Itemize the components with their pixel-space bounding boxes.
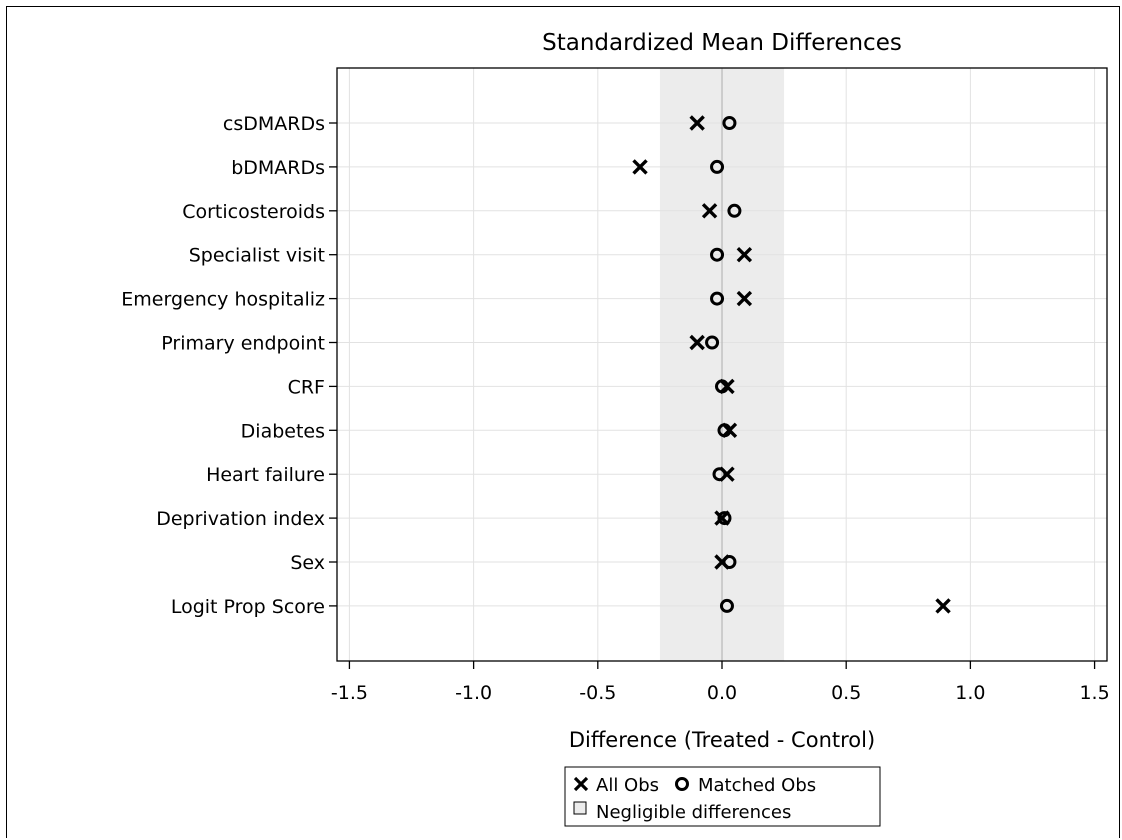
y-tick-label: csDMARDs — [223, 113, 325, 135]
legend-all-obs-label: All Obs — [596, 775, 659, 796]
chart-title: Standardized Mean Differences — [542, 30, 902, 56]
matched-obs-marker — [719, 598, 734, 613]
matched-obs-marker — [722, 555, 737, 569]
x-tick-label: -0.5 — [579, 682, 616, 704]
chart-frame — [6, 6, 1120, 838]
all-obs-marker — [701, 203, 718, 219]
legend: All Obs Matched Obs Negligible differenc… — [564, 766, 881, 827]
all-obs-marker — [736, 246, 753, 263]
x-tick-label: -1.0 — [455, 682, 492, 704]
y-tick-label: CRF — [288, 376, 325, 398]
matched-obs-marker — [727, 203, 742, 218]
legend-box — [564, 766, 881, 827]
y-tick-label: Specialist visit — [189, 245, 325, 267]
y-tick-label: bDMARDs — [231, 157, 325, 179]
y-tick-label: Primary endpoint — [161, 333, 325, 355]
plot-area: -1.5 -1.0 -0.5 0.0 0.5 1.0 1.5 csDMARDs bDMARDs C… — [121, 67, 1110, 704]
all-obs-marker — [632, 159, 648, 175]
legend-matched-obs-marker — [675, 777, 689, 791]
matched-obs-marker — [705, 335, 720, 350]
x-tick-label: -1.5 — [331, 682, 368, 704]
x-tick-label: 1.5 — [1079, 682, 1109, 704]
legend-matched-obs-label: Matched Obs — [698, 775, 816, 796]
y-tick-label: Emergency hospitaliz — [121, 289, 325, 311]
matched-obs-marker — [712, 467, 727, 482]
x-tick-label: 1.0 — [955, 682, 985, 704]
y-tick-label: Diabetes — [241, 420, 325, 442]
matched-obs-marker — [722, 116, 737, 130]
y-tick-label: Logit Prop Score — [171, 596, 325, 618]
matched-obs-marker — [710, 291, 725, 306]
matched-obs-marker — [710, 159, 725, 174]
x-tick-label: 0.5 — [831, 682, 861, 704]
matched-obs-marker — [717, 511, 732, 526]
all-obs-marker — [689, 334, 705, 351]
y-tick-label: Deprivation index — [156, 508, 325, 530]
legend-negligible-label: Negligible differences — [596, 802, 791, 823]
all-obs-marker — [689, 115, 705, 131]
all-obs-marker — [935, 598, 951, 614]
x-tick-label: 0.0 — [707, 682, 737, 704]
x-axis-label: Difference (Treated - Control) — [569, 728, 875, 752]
y-tick-label: Corticosteroids — [182, 201, 325, 223]
matched-obs-marker — [717, 423, 732, 438]
all-obs-marker — [736, 290, 753, 307]
legend-all-obs-marker — [573, 776, 589, 792]
matched-obs-marker — [710, 247, 725, 262]
y-tick-label: Heart failure — [206, 464, 325, 486]
matched-obs-marker — [715, 379, 729, 394]
legend-negligible-swatch — [573, 801, 587, 815]
y-tick-label: Sex — [290, 552, 325, 574]
